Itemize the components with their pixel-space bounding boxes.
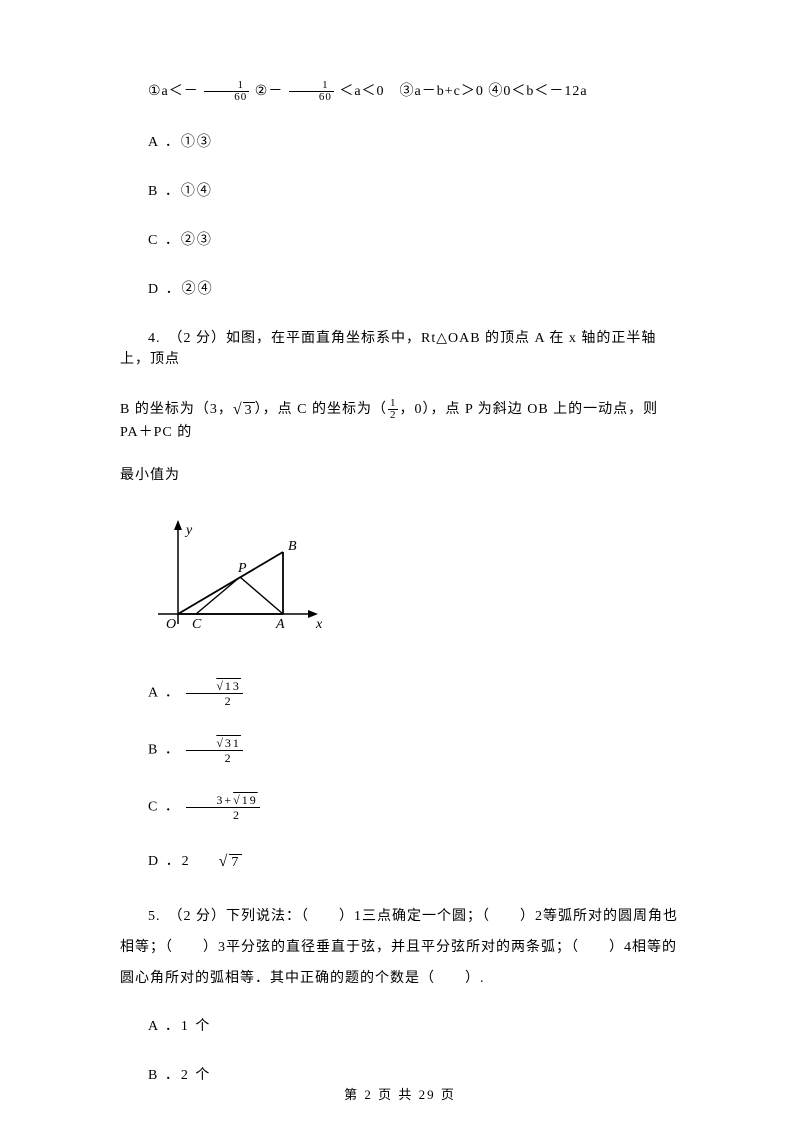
q4-option-a: A ． √13 2 (120, 679, 680, 708)
frac-half: 12 (388, 398, 399, 422)
label-y: y (184, 523, 193, 538)
q4-line2: B 的坐标为（3，√3），点 C 的坐标为（12，0），点 P 为斜边 OB 上… (120, 398, 680, 443)
label-x: x (315, 617, 323, 632)
q3-stmt-prefix: ①a＜－ (148, 84, 199, 99)
frac-1-60-a: 1 60 (204, 80, 249, 104)
q3-option-b: B ．①④ (120, 181, 680, 202)
label-C: C (192, 617, 202, 632)
q3-option-a: A ．①③ (120, 132, 680, 153)
q4-line3: 最小值为 (120, 465, 680, 486)
q4-option-b: B ． √31 2 (120, 736, 680, 765)
frac-sqrt13-2: √13 2 (186, 679, 243, 708)
q5-stem: 5. （2 分）下列说法：（ ）1三点确定一个圆；（ ）2等弧所对的圆周角也相等… (120, 902, 680, 994)
q4-option-d: D ．2√7 (120, 850, 680, 874)
page-footer: 第 2 页 共 29 页 (0, 1085, 800, 1105)
coordinate-diagram: y x O C A B P (148, 514, 328, 644)
q4-diagram: y x O C A B P (148, 514, 680, 651)
q3-option-d: D ．②④ (120, 279, 680, 300)
label-A: A (275, 617, 285, 632)
sqrt-3: √3 (233, 398, 255, 422)
frac-3sqrt19-2: 3+√19 2 (186, 793, 259, 822)
q4-line1: 4. （2 分）如图，在平面直角坐标系中，Rt△OAB 的顶点 A 在 x 轴的… (120, 328, 680, 370)
label-P: P (237, 561, 247, 576)
q5-option-a: A ．1 个 (120, 1016, 680, 1037)
label-O: O (166, 617, 176, 632)
label-B: B (288, 539, 297, 554)
frac-1-60-b: 1 60 (289, 80, 334, 104)
q5-option-b: B ．2 个 (120, 1065, 680, 1086)
q4-option-c: C ． 3+√19 2 (120, 793, 680, 822)
q3-statements: ①a＜－ 1 60 ②－ 1 60 ＜a＜0 ③a－b+c＞0 ④0＜b＜－12… (120, 80, 680, 104)
q3-stmt-mid1: ②－ (255, 84, 284, 99)
frac-sqrt31-2: √31 2 (186, 736, 243, 765)
q3-stmt-suffix: ＜a＜0 ③a－b+c＞0 ④0＜b＜－12a (339, 84, 587, 99)
sqrt-7: √7 (191, 850, 243, 874)
q3-option-c: C ．②③ (120, 230, 680, 251)
